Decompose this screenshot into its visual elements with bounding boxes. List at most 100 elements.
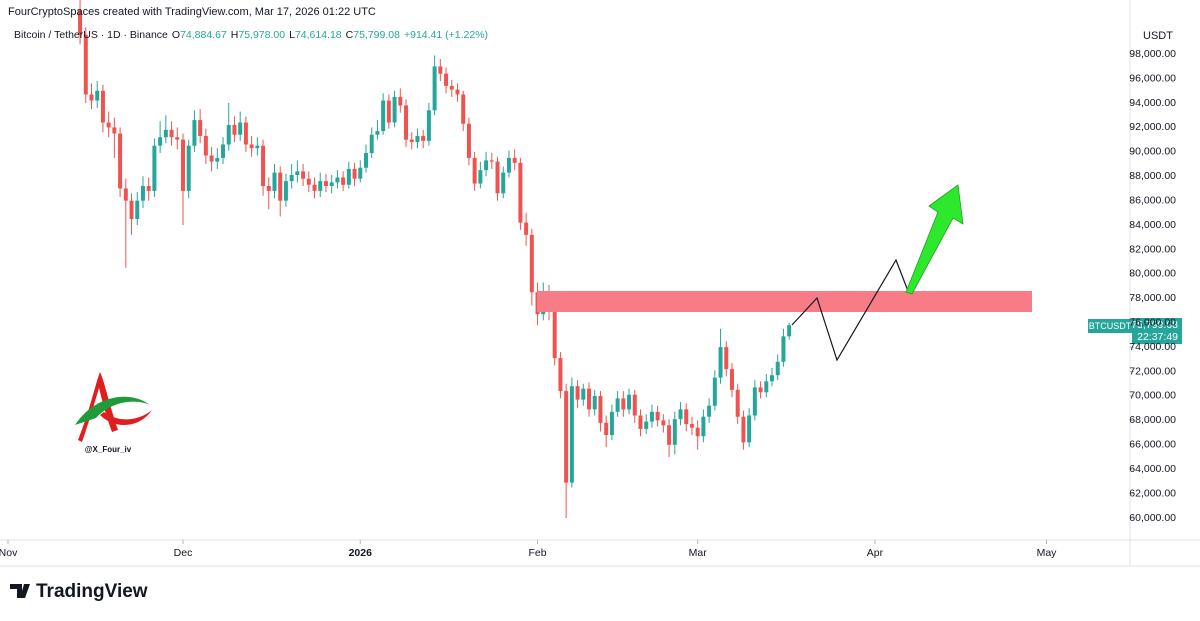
candle-body: [438, 66, 443, 74]
candle-body: [506, 157, 511, 173]
legend-item: H: [231, 29, 239, 41]
candle-body: [707, 405, 712, 417]
candles: [78, 0, 792, 519]
y-tick-label: 66,000.00: [1129, 439, 1176, 451]
price-tag-countdown: 22:37:49: [1137, 331, 1178, 343]
candle-body: [358, 167, 363, 179]
candle-body: [752, 387, 757, 416]
candle-body: [718, 347, 723, 378]
symbol-tag-text: BTCUSDT: [1089, 321, 1132, 331]
candle-body: [672, 419, 677, 445]
candle-body: [524, 222, 529, 235]
candle-body: [489, 160, 494, 162]
candle-body: [644, 421, 649, 429]
candle-body: [283, 181, 288, 201]
candle-body: [123, 188, 128, 201]
candle-body: [564, 391, 569, 483]
candle-body: [667, 425, 672, 445]
price-tag: [1132, 318, 1182, 344]
watermark-handle: @X_Four_iv: [85, 445, 132, 454]
candle-body: [461, 94, 466, 124]
y-tick-label: 74,000.00: [1129, 341, 1176, 353]
candle-body: [192, 120, 197, 146]
candle-body: [735, 389, 740, 417]
candle-body: [621, 398, 626, 410]
candle-body: [186, 145, 191, 191]
candle-body: [604, 422, 609, 436]
x-tick-label: Apr: [867, 547, 884, 559]
candle-body: [432, 66, 437, 111]
legend-header: Bitcoin / TetherUS · 1D · Binance O74,884…: [14, 29, 488, 41]
y-tick-label: 70,000.00: [1129, 390, 1176, 402]
candle-body: [386, 100, 391, 123]
candle-body: [163, 129, 168, 138]
candle-body: [587, 388, 592, 410]
candle-body: [444, 73, 449, 86]
candle-body: [341, 177, 346, 185]
y-tick-label: 88,000.00: [1129, 170, 1176, 182]
candle-body: [272, 172, 277, 191]
y-tick-label: 90,000.00: [1129, 146, 1176, 158]
projection-arrow: [905, 184, 964, 295]
candle-body: [409, 139, 414, 143]
legend-item: Bitcoin / TetherUS · 1D · Binance: [14, 29, 168, 41]
y-tick-label: 94,000.00: [1129, 97, 1176, 109]
currency: USDT: [1143, 30, 1173, 42]
candle-body: [747, 415, 752, 443]
candle-body: [312, 184, 317, 191]
candle-body: [289, 175, 294, 182]
resistance-zone: [537, 291, 1032, 312]
candle-body: [552, 311, 557, 359]
y-tick-label: 86,000.00: [1129, 194, 1176, 206]
candle-body: [472, 157, 477, 184]
candle-body: [466, 123, 471, 158]
candle-body: [729, 369, 734, 390]
price-tag-price: 75,799.08: [1131, 319, 1178, 331]
legend-item: 75,978.00: [238, 29, 285, 41]
x-tick-label: 2026: [349, 547, 373, 559]
candle-body: [770, 375, 775, 382]
candle-body: [421, 135, 426, 141]
legend-item: 74,884.67: [180, 29, 227, 41]
candle-body: [449, 85, 454, 90]
candle-body: [335, 177, 340, 183]
candle-body: [112, 127, 117, 134]
candle-body: [203, 135, 208, 156]
candle-body: [632, 394, 637, 416]
legend-item: O: [172, 29, 180, 41]
candle-body: [266, 186, 271, 191]
y-tick-label: 76,000.00: [1129, 317, 1176, 329]
candle-body: [78, 10, 83, 35]
candle-body: [89, 94, 94, 101]
candle-body: [346, 168, 351, 185]
candle-body: [758, 387, 763, 393]
candle-body: [249, 144, 254, 149]
y-tick-label: 92,000.00: [1129, 121, 1176, 133]
candle-body: [398, 96, 403, 106]
candle-body: [180, 139, 185, 191]
candle-body: [369, 134, 374, 154]
candle-body: [701, 416, 706, 437]
y-tick-label: 72,000.00: [1129, 365, 1176, 377]
candle-body: [152, 145, 157, 191]
candle-body: [695, 427, 700, 437]
candle-body: [627, 394, 632, 410]
x-tick-label: Mar: [689, 547, 708, 559]
y-tick-label: 98,000.00: [1129, 48, 1176, 60]
candle-body: [478, 170, 483, 184]
candle-body: [724, 347, 729, 370]
candle-body: [375, 131, 380, 135]
watermark-logo: [75, 372, 152, 442]
candle-body: [278, 172, 283, 201]
candle-body: [301, 171, 306, 179]
candle-body: [529, 234, 534, 293]
candle-body: [100, 90, 105, 123]
candle-body: [295, 171, 300, 176]
candle-body: [741, 416, 746, 443]
candle-body: [106, 122, 111, 128]
candle-body: [495, 161, 500, 194]
x-tick-label: Dec: [174, 547, 193, 559]
candle-body: [118, 133, 123, 189]
